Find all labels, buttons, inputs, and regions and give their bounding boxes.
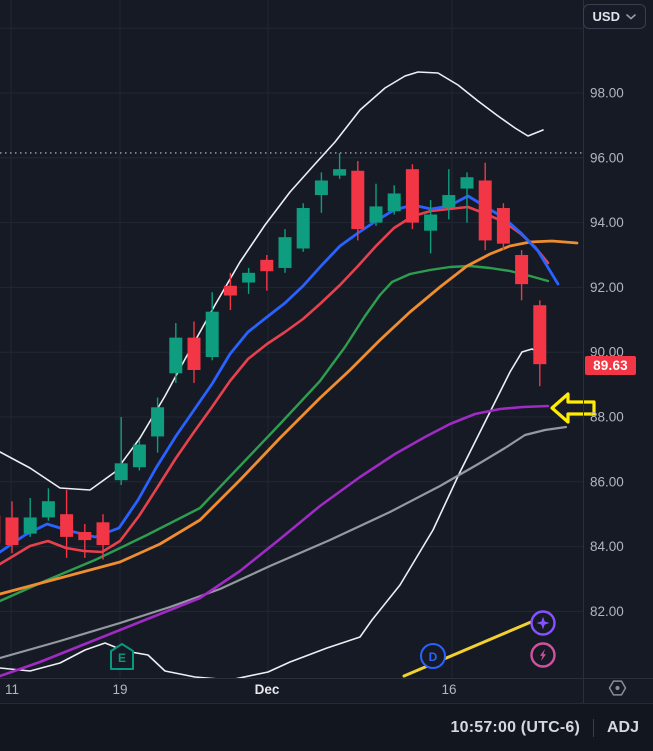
candle[interactable]	[460, 172, 474, 223]
ma-purple[interactable]	[0, 404, 550, 678]
last-price-badge[interactable]: 89.63	[585, 356, 636, 375]
sparkle-icon[interactable]	[530, 610, 556, 636]
candle[interactable]	[151, 397, 165, 453]
candle[interactable]	[205, 292, 219, 361]
candle[interactable]	[242, 267, 256, 294]
divider	[592, 718, 594, 737]
candle[interactable]	[223, 272, 237, 311]
dividend-badge[interactable]: D	[420, 643, 446, 669]
chevron-down-icon	[626, 13, 636, 20]
candle[interactable]	[333, 152, 347, 179]
candle[interactable]	[169, 323, 183, 383]
time-axis[interactable]: 11 19 Dec 16	[5, 682, 457, 697]
svg-text:11: 11	[5, 682, 19, 697]
grid	[0, 0, 583, 678]
candle[interactable]	[442, 169, 456, 220]
candle[interactable]	[114, 417, 128, 486]
candle[interactable]	[405, 164, 419, 230]
chart-canvas[interactable]: E D 98.00 96.00 94.00 92.00 90.00 88.00 86.00 84.…	[0, 0, 653, 703]
candle[interactable]	[23, 498, 37, 537]
candle[interactable]	[351, 161, 365, 241]
candle[interactable]	[369, 183, 383, 226]
candle[interactable]	[496, 203, 510, 251]
svg-text:E: E	[118, 651, 126, 665]
candle[interactable]	[533, 300, 547, 387]
currency-label: USD	[592, 9, 620, 24]
adjusted-data-toggle[interactable]: ADJ	[606, 718, 639, 736]
svg-text:94.00: 94.00	[590, 215, 624, 230]
ma-orange[interactable]	[0, 239, 579, 596]
candle[interactable]	[260, 255, 274, 291]
svg-text:86.00: 86.00	[590, 474, 624, 489]
svg-text:88.00: 88.00	[590, 410, 624, 425]
ma-blue[interactable]	[0, 194, 560, 554]
trendline-drawing[interactable]	[402, 620, 533, 678]
svg-text:16: 16	[441, 682, 456, 697]
svg-text:90.00: 90.00	[590, 345, 624, 360]
currency-dropdown[interactable]: USD	[582, 4, 646, 29]
candle[interactable]	[41, 488, 55, 521]
svg-text:Dec: Dec	[255, 682, 280, 697]
candles-series[interactable]	[0, 152, 547, 560]
arrow-annotation[interactable]	[550, 392, 596, 424]
candle[interactable]	[278, 229, 292, 273]
svg-text:96.00: 96.00	[590, 150, 624, 165]
ma-green[interactable]	[0, 264, 550, 603]
price-axis[interactable]: 98.00 96.00 94.00 92.00 90.00 88.00 86.00 84.00…	[590, 86, 624, 619]
status-bar: 10:57:00 (UTC-6) ADJ	[0, 703, 653, 751]
svg-text:D: D	[429, 650, 438, 664]
svg-text:82.00: 82.00	[590, 604, 624, 619]
bollinger-lower-band[interactable]	[0, 348, 546, 680]
bolt-icon[interactable]	[530, 642, 556, 668]
svg-text:92.00: 92.00	[590, 280, 624, 295]
candle[interactable]	[387, 185, 401, 215]
candle[interactable]	[5, 501, 19, 554]
ma-gray[interactable]	[0, 425, 568, 660]
svg-text:19: 19	[112, 682, 127, 697]
candle[interactable]	[132, 439, 146, 471]
candle[interactable]	[478, 162, 492, 251]
candle[interactable]	[187, 321, 201, 383]
svg-text:98.00: 98.00	[590, 86, 624, 101]
candle[interactable]	[96, 514, 110, 560]
candle[interactable]	[60, 489, 74, 558]
hexagon-menu-icon[interactable]	[608, 680, 627, 696]
candle[interactable]	[314, 172, 328, 213]
candle[interactable]	[515, 250, 529, 301]
chart-panel: E D 98.00 96.00 94.00 92.00 90.00 88.00 86.00 84.…	[0, 0, 653, 703]
candle[interactable]	[78, 523, 92, 558]
ma-red[interactable]	[0, 205, 550, 566]
candle[interactable]	[424, 199, 438, 254]
earnings-badge[interactable]: E	[110, 643, 134, 670]
svg-text:84.00: 84.00	[590, 539, 624, 554]
bollinger-upper-band[interactable]	[0, 71, 544, 491]
clock-button[interactable]: 10:57:00 (UTC-6)	[450, 718, 580, 736]
candle[interactable]	[296, 203, 310, 252]
